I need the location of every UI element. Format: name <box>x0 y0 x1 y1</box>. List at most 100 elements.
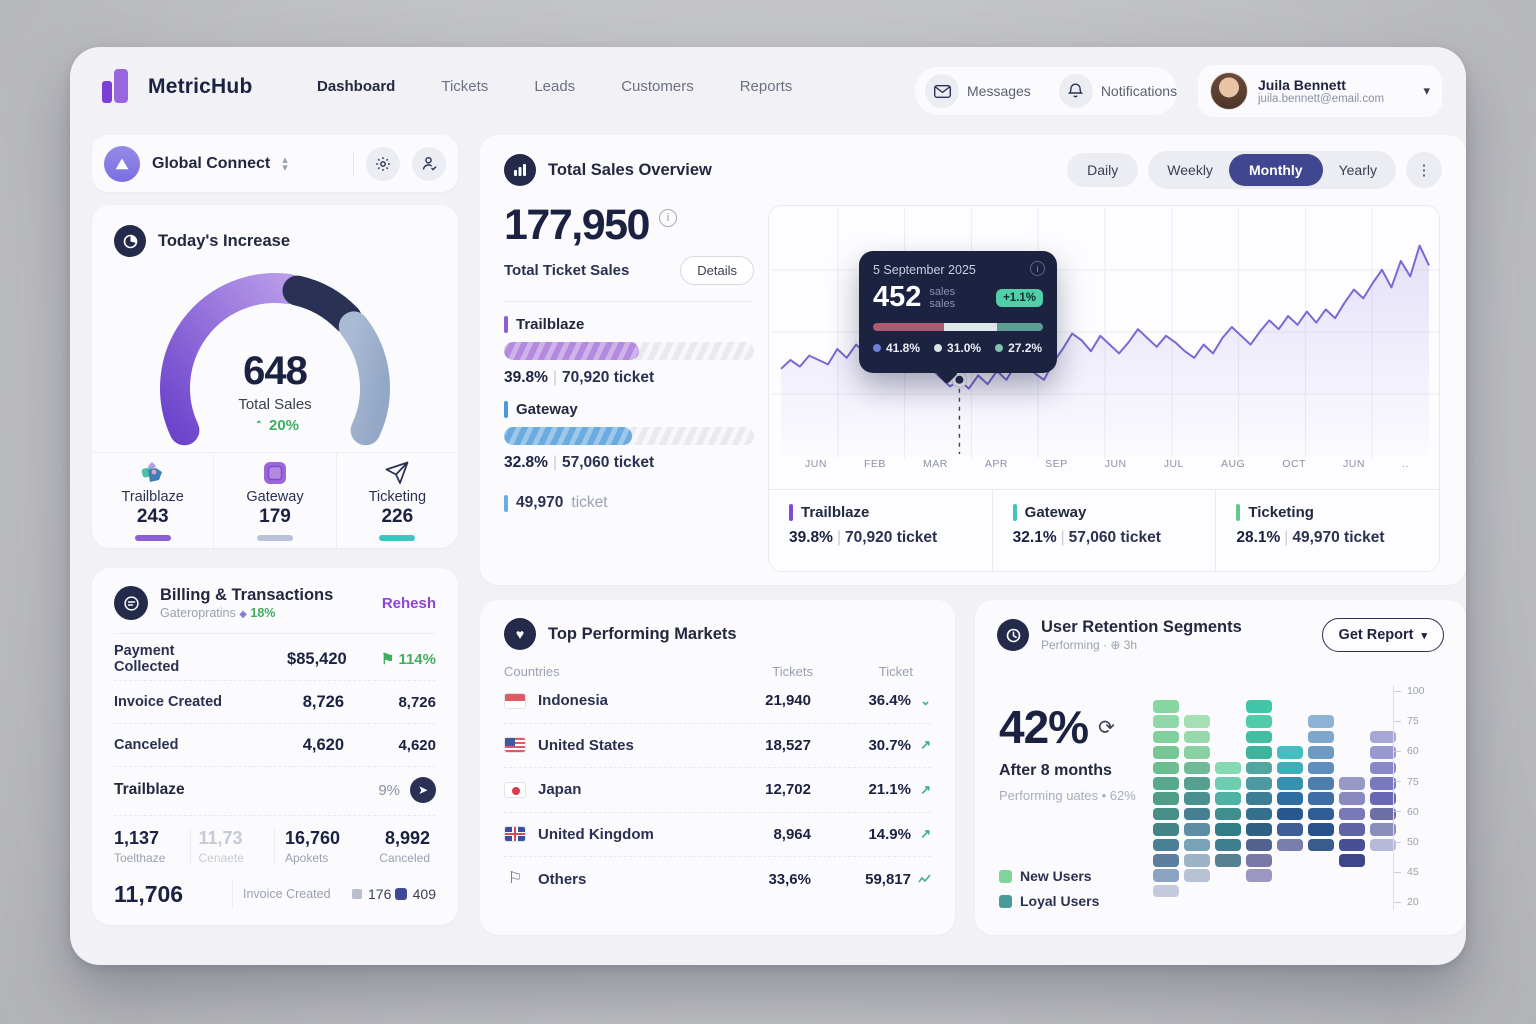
tab-monthly[interactable]: Monthly <box>1228 154 1323 186</box>
billing-row-invoice: Invoice Created 8,726 8,726 <box>114 681 436 724</box>
nav-item-customers[interactable]: Customers <box>621 78 694 95</box>
account-button[interactable] <box>412 146 446 181</box>
stat-gateway[interactable]: Gateway 179 <box>213 453 335 548</box>
retention-cell <box>1246 761 1272 775</box>
breakdown-gateway: Gateway 32.8% | 57,060 ticket <box>504 401 754 472</box>
retention-cell <box>1370 730 1396 744</box>
retention-cell <box>1246 823 1272 836</box>
details-button[interactable]: Details <box>680 256 754 285</box>
retention-cell <box>1339 792 1365 805</box>
bell-icon <box>1068 83 1084 98</box>
gateway-icon <box>263 462 286 484</box>
axis-label: 60 <box>1394 745 1419 757</box>
retention-cell <box>1153 777 1179 790</box>
retention-cell <box>1308 715 1334 728</box>
paper-plane-icon <box>385 461 409 484</box>
retention-cell <box>1339 807 1365 821</box>
retention-cell <box>1153 730 1179 744</box>
retention-cell <box>1153 746 1179 759</box>
notifications-button[interactable] <box>1058 74 1093 108</box>
tooltip-unit: sales sales <box>929 285 956 310</box>
market-row-united-kingdom[interactable]: United Kingdom 8,964 14.9% ↗ <box>504 813 931 857</box>
user-profile-menu[interactable]: Juila Bennett juila.bennett@email.com ▾ <box>1198 65 1442 117</box>
nav-item-dashboard[interactable]: Dashboard <box>317 78 396 95</box>
markets-column-headers: Countries Tickets Ticket <box>504 664 913 679</box>
sales-line-chart[interactable]: JUN FEB MAR APR SEP JUN JUL AUG OCT JUN .. 5 … <box>768 205 1440 572</box>
retention-cell <box>1153 715 1179 728</box>
retention-cell <box>1153 854 1179 867</box>
retention-cell <box>1215 792 1241 805</box>
market-row-japan[interactable]: Japan 12,702 21.1% ↗ <box>504 768 931 813</box>
retention-cell <box>1153 792 1179 805</box>
nav-links: Dashboard Tickets Leads Customers Report… <box>317 78 792 95</box>
nav-item-leads[interactable]: Leads <box>534 78 576 95</box>
retention-cell <box>1184 807 1210 821</box>
stat-trailblaze[interactable]: Trailblaze 243 <box>92 453 213 548</box>
retention-cell <box>1246 854 1272 867</box>
messages-button[interactable] <box>925 74 959 108</box>
uk-flag-icon <box>504 826 526 843</box>
sales-gauge: 648 Total Sales 20% <box>132 253 418 453</box>
market-row-others[interactable]: ⚐ Others 33,6% 59,817 <box>504 857 931 902</box>
chevron-updown-icon[interactable]: ▴ ▾ <box>282 153 288 174</box>
stat-pill <box>256 535 293 541</box>
pie-chart-icon <box>114 225 146 257</box>
tab-yearly[interactable]: Yearly <box>1338 162 1377 178</box>
user-email: juila.bennett@email.com <box>1258 93 1385 105</box>
trend-up-icon: ↗ <box>920 737 931 753</box>
marker <box>789 504 793 521</box>
retention-cell <box>1215 854 1241 867</box>
retention-cell <box>1308 823 1334 836</box>
dashboard-app: MetricHub Dashboard Tickets Leads Custom… <box>70 47 1466 965</box>
retention-cell <box>1277 823 1303 836</box>
retention-cell <box>1184 854 1210 867</box>
billing-row-payment: Payment Collected $85,420 ⚑ 114% <box>114 638 436 681</box>
todays-increase-card: Today's Increase 648 Total Sales <box>92 205 458 548</box>
refresh-link[interactable]: Rehesh <box>381 594 436 612</box>
axis-label: 45 <box>1394 866 1419 878</box>
bar-chart-icon <box>504 154 536 186</box>
tab-daily[interactable]: Daily <box>1067 153 1139 187</box>
billing-section-header: Trailblaze 9% ➤ <box>114 777 436 803</box>
notifications-label[interactable]: Notifications <box>1100 83 1178 99</box>
tooltip-date: 5 September 2025 <box>873 263 976 277</box>
japan-flag-icon <box>504 781 526 798</box>
nav-item-reports[interactable]: Reports <box>739 78 793 95</box>
retention-cell <box>1246 869 1272 882</box>
retention-cell <box>1184 869 1210 882</box>
legend-dot <box>995 344 1004 352</box>
retention-subtitle: Performing · ⊕ 3h <box>1041 638 1138 652</box>
total-ticket-sales-value: 177,950 <box>504 201 650 249</box>
retention-dot-matrix[interactable] <box>1153 700 1396 910</box>
retention-cell <box>1184 838 1210 852</box>
billing-cell: 1,137 Toelthaze <box>114 828 191 865</box>
chart-tooltip: 5 September 2025 i 452 sales sales +1.1% … <box>859 251 1057 373</box>
footer-stat-gateway: Gateway 32.1% | 57,060 ticket <box>991 490 1216 571</box>
tab-weekly[interactable]: Weekly <box>1167 162 1213 178</box>
messages-label[interactable]: Messages <box>967 83 1031 99</box>
envelope-icon <box>933 84 951 98</box>
tooltip-legend: 41.8% 31.0% 27.2% <box>873 341 1043 355</box>
retention-cell <box>1277 807 1303 821</box>
today-stats-row: Trailblaze 243 Gateway 179 Ticketing <box>92 452 458 548</box>
workspace-name: Global Connect <box>152 154 271 172</box>
chart-footer-stats: Trailblaze 39.8% | 70,920 ticket Gateway 3… <box>769 489 1439 571</box>
nav-item-tickets[interactable]: Tickets <box>441 78 489 95</box>
more-options-button[interactable]: ⋮ <box>1406 152 1442 188</box>
chevron-down-icon[interactable]: ▾ <box>1423 83 1430 98</box>
retention-cell <box>1215 838 1241 852</box>
workspace-switcher[interactable]: Global Connect ▴ ▾ <box>92 135 458 192</box>
heart-icon: ♥ <box>504 618 536 650</box>
billing-transactions-card: Billing & Transactions Gateropratins ◆ 1… <box>92 568 458 925</box>
market-row-indonesia[interactable]: Indonesia 21,940 36.4% ⌄ <box>504 679 931 724</box>
get-report-button[interactable]: Get Report ▾ <box>1321 618 1444 652</box>
expand-arrow-button[interactable]: ➤ <box>410 777 436 803</box>
info-icon[interactable]: i <box>658 209 677 227</box>
stat-ticketing[interactable]: Ticketing 226 <box>335 453 458 548</box>
market-row-united-states[interactable]: United States 18,527 30.7% ↗ <box>504 724 931 768</box>
retention-cell <box>1153 700 1179 713</box>
footer-stat-ticketing: Ticketing 28.1% | 49,970 ticket <box>1215 490 1439 571</box>
settings-button[interactable] <box>366 146 400 181</box>
brand-logo-icon <box>102 69 136 105</box>
